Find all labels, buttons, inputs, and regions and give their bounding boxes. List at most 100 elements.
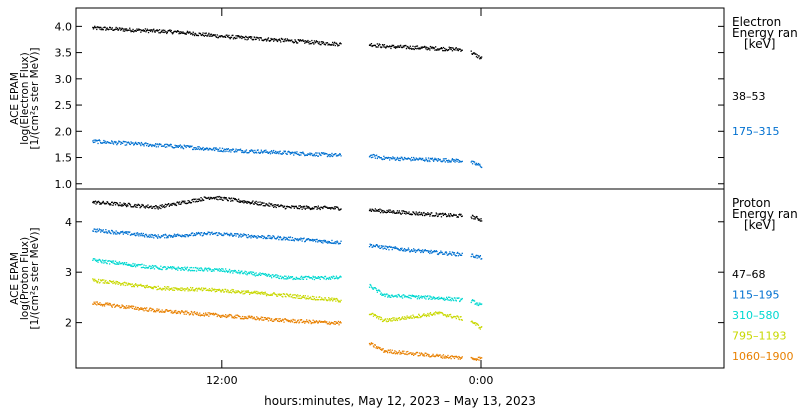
data-point (249, 293, 251, 295)
data-point (423, 159, 425, 161)
data-point (152, 235, 154, 237)
data-point (333, 41, 336, 43)
data-point (121, 203, 123, 206)
data-point (290, 207, 292, 209)
data-point (444, 298, 446, 300)
data-point (300, 297, 303, 299)
data-point (133, 265, 135, 267)
data-point (300, 154, 302, 156)
data-point (272, 38, 274, 41)
data-point (168, 29, 170, 32)
data-point (446, 298, 448, 300)
data-point (390, 158, 393, 160)
data-point (157, 267, 159, 269)
data-point (479, 163, 481, 165)
xtick-label: 12:00 (206, 374, 238, 387)
data-point (409, 251, 411, 253)
data-point (306, 41, 308, 43)
data-point (193, 147, 196, 149)
data-point (451, 47, 453, 49)
data-point (419, 296, 421, 298)
data-point (151, 29, 153, 31)
data-point (115, 202, 117, 204)
data-point (173, 287, 175, 289)
data-point (115, 230, 117, 232)
data-point (269, 317, 271, 320)
data-point (156, 29, 158, 31)
data-point (389, 246, 391, 248)
data-point (332, 242, 334, 244)
data-point (154, 234, 156, 236)
data-point (388, 157, 390, 159)
data-point (471, 163, 474, 165)
data-point (100, 261, 102, 263)
data-point (171, 236, 174, 238)
data-point (293, 41, 295, 43)
data-point (260, 151, 262, 153)
data-point (477, 324, 480, 326)
data-point (392, 156, 394, 158)
data-point (249, 272, 251, 275)
data-point (192, 287, 194, 289)
data-point (458, 355, 460, 358)
data-point (208, 315, 210, 317)
data-point (370, 209, 372, 212)
data-point (219, 196, 222, 198)
data-point (103, 262, 105, 264)
data-point (249, 203, 251, 205)
data-point (179, 311, 181, 313)
data-point (260, 203, 262, 205)
data-point (105, 259, 107, 261)
data-point (180, 31, 182, 33)
data-point (242, 200, 244, 202)
data-point (317, 276, 319, 278)
data-point (293, 240, 295, 242)
data-point (204, 314, 206, 316)
data-point (239, 271, 242, 273)
data-point (258, 236, 260, 238)
data-point (209, 313, 211, 316)
data-point (383, 155, 385, 157)
data-point (105, 142, 108, 144)
data-point (165, 31, 167, 33)
data-point (181, 32, 183, 34)
data-point (421, 158, 423, 160)
data-point (317, 207, 319, 209)
data-point (304, 295, 306, 297)
data-point (197, 313, 199, 315)
data-point (396, 158, 398, 160)
data-point (237, 233, 239, 235)
data-point (140, 264, 142, 266)
data-point (311, 298, 313, 300)
data-point (211, 313, 213, 315)
data-point (97, 303, 99, 305)
data-point (230, 197, 233, 199)
data-point (182, 311, 185, 314)
data-point (287, 236, 290, 238)
data-point (164, 311, 166, 313)
data-point (130, 31, 132, 33)
data-point (433, 159, 435, 161)
data-point (323, 299, 325, 301)
data-point (479, 58, 481, 60)
data-point (448, 315, 450, 318)
data-point (448, 159, 450, 161)
data-point (265, 293, 267, 295)
data-point (129, 231, 131, 233)
data-point (171, 204, 173, 206)
data-point (133, 286, 135, 288)
data-point (287, 239, 289, 241)
data-point (425, 250, 428, 252)
data-point (263, 319, 265, 321)
data-point (409, 158, 411, 160)
data-point (374, 210, 376, 212)
data-point (308, 276, 310, 278)
data-point (314, 321, 316, 324)
data-point (190, 289, 192, 291)
data-point (444, 161, 446, 163)
data-point (223, 315, 225, 317)
data-point (454, 49, 456, 51)
data-point (182, 288, 185, 290)
data-point (308, 297, 310, 299)
data-point (117, 142, 119, 144)
